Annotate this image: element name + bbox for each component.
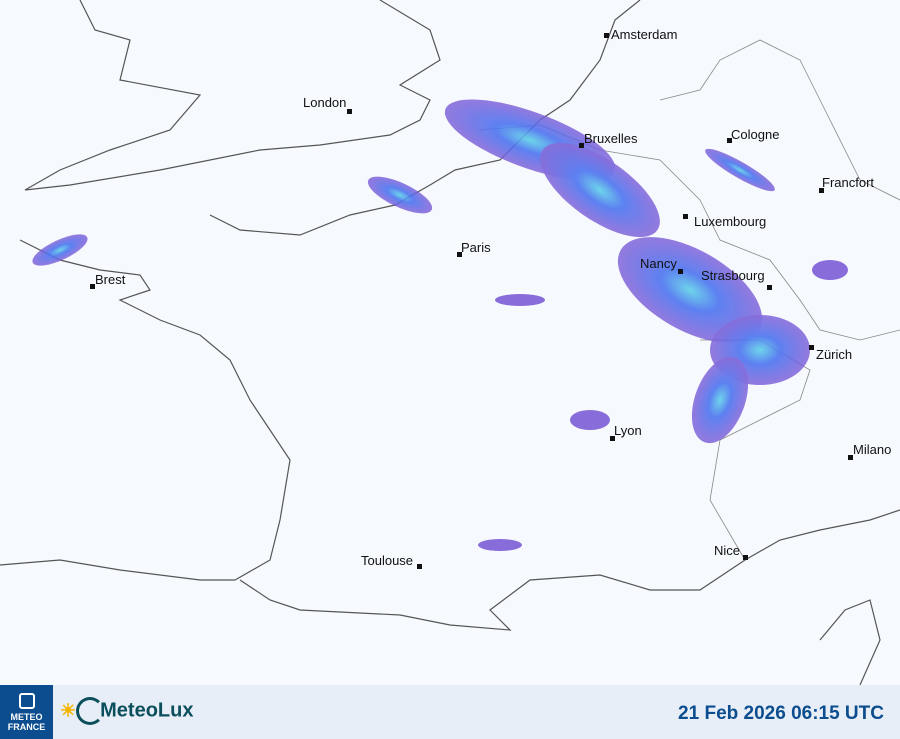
map-base [0, 0, 900, 686]
city-label-cologne: Cologne [731, 127, 780, 142]
timestamp: 21 Feb 2026 06:15 UTC [678, 703, 884, 724]
city-label-amsterdam: Amsterdam [611, 27, 678, 42]
radar-echoes [32, 99, 848, 551]
city-label-nancy: Nancy [640, 256, 677, 271]
brand-name: MeteoLux [100, 699, 194, 722]
city-label-paris: Paris [461, 240, 491, 255]
city-label-strasbourg: Strasbourg [701, 268, 765, 283]
city-label-london: London [303, 95, 347, 110]
city-label-nice: Nice [714, 543, 741, 558]
city-label-francfort: Francfort [822, 175, 875, 190]
sun-icon: ☀ [60, 700, 77, 721]
city-label-brest: Brest [95, 272, 126, 287]
radar-map[interactable]: Amsterdam London Bruxelles Cologne Franc… [0, 0, 900, 686]
meteo-france-logo: METEO FRANCE [0, 685, 53, 739]
city-label-bruxelles: Bruxelles [584, 131, 638, 146]
city-label-toulouse: Toulouse [361, 553, 414, 568]
city-label-zurich: Zürich [816, 347, 853, 362]
city-label-lyon: Lyon [614, 423, 642, 438]
city-label-luxembourg: Luxembourg [694, 214, 767, 229]
meteolux-logo: ☀ MeteoLux [60, 697, 193, 725]
city-label-milano: Milano [853, 442, 892, 457]
footer-bar: METEO FRANCE ☀ MeteoLux 21 Feb 2026 06:15 … [0, 685, 900, 739]
